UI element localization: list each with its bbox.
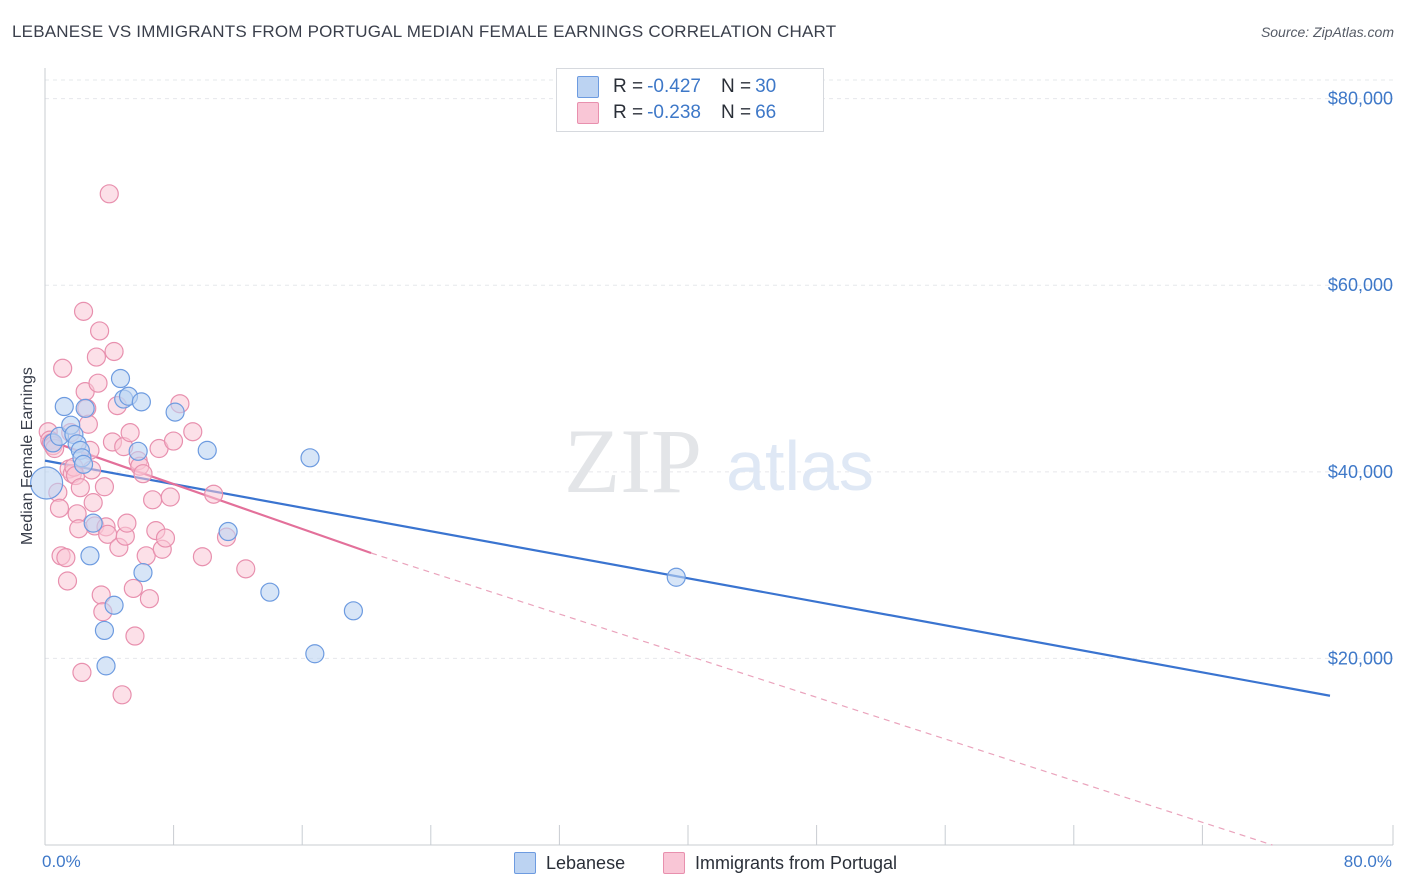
point-lebanese bbox=[30, 466, 64, 500]
point-portugal bbox=[72, 662, 92, 683]
r-label: R = bbox=[613, 102, 644, 123]
point-portugal bbox=[49, 498, 70, 518]
point-lebanese bbox=[73, 454, 94, 474]
point-portugal bbox=[236, 559, 256, 579]
legend-label: Lebanese bbox=[546, 852, 626, 873]
point-portugal bbox=[90, 321, 110, 341]
y-tick-label: $40,000 bbox=[1328, 462, 1393, 482]
point-portugal bbox=[155, 528, 176, 548]
point-portugal bbox=[104, 341, 124, 362]
point-portugal bbox=[136, 546, 156, 566]
legend-label: Immigrants from Portugal bbox=[695, 852, 898, 873]
point-portugal bbox=[94, 477, 115, 497]
point-lebanese bbox=[666, 567, 686, 587]
point-lebanese bbox=[96, 656, 116, 676]
y-axis-label: Median Female Earnings bbox=[19, 367, 36, 545]
point-portugal bbox=[112, 685, 132, 705]
point-portugal bbox=[192, 547, 213, 567]
point-portugal bbox=[57, 571, 78, 591]
watermark-atlas: atlas bbox=[726, 427, 874, 505]
n-value: 66 bbox=[755, 102, 777, 123]
point-lebanese bbox=[165, 402, 185, 422]
point-lebanese bbox=[197, 440, 217, 460]
trend-line-lebanese bbox=[44, 459, 1331, 697]
point-portugal bbox=[53, 358, 73, 378]
point-portugal bbox=[160, 487, 180, 507]
lebanese-swatch bbox=[577, 76, 599, 98]
y-tick-label: $20,000 bbox=[1328, 648, 1393, 668]
point-lebanese bbox=[75, 398, 95, 418]
portugal-swatch bbox=[577, 102, 599, 124]
point-portugal bbox=[117, 513, 137, 533]
x-tick-min: 0.0% bbox=[42, 852, 81, 871]
point-portugal bbox=[120, 423, 140, 443]
n-label: N = bbox=[720, 76, 752, 97]
point-portugal bbox=[125, 626, 145, 646]
portugal-swatch bbox=[663, 852, 685, 874]
point-portugal bbox=[183, 422, 203, 442]
n-label: N = bbox=[720, 102, 752, 123]
bottom-legend-portugal: Immigrants from Portugal bbox=[663, 852, 897, 874]
point-portugal bbox=[73, 301, 94, 321]
legend-row-lebanese: R = -0.427 N = 30 bbox=[577, 75, 776, 99]
point-lebanese bbox=[260, 582, 280, 602]
point-lebanese bbox=[133, 562, 153, 583]
lebanese-swatch bbox=[514, 852, 536, 874]
point-portugal bbox=[139, 589, 160, 609]
point-lebanese bbox=[300, 448, 320, 468]
point-portugal bbox=[56, 548, 76, 568]
point-portugal bbox=[99, 184, 119, 204]
point-portugal bbox=[123, 578, 143, 599]
y-tick-label: $60,000 bbox=[1328, 275, 1393, 295]
trend-extension-portugal bbox=[370, 552, 1273, 846]
point-lebanese bbox=[218, 521, 238, 542]
point-lebanese bbox=[131, 392, 151, 412]
point-lebanese bbox=[94, 620, 115, 641]
y-tick-label: $80,000 bbox=[1328, 89, 1393, 109]
n-value: 30 bbox=[755, 76, 777, 97]
data-points bbox=[30, 184, 686, 705]
legend-row-portugal: R = -0.238 N = 66 bbox=[577, 101, 776, 125]
point-lebanese bbox=[128, 441, 148, 461]
point-lebanese bbox=[343, 601, 363, 621]
point-lebanese bbox=[110, 368, 131, 389]
point-portugal bbox=[143, 490, 163, 510]
point-lebanese bbox=[80, 546, 100, 566]
axes bbox=[44, 68, 1394, 846]
r-label: R = bbox=[613, 76, 644, 97]
bottom-legend-lebanese: Lebanese bbox=[514, 852, 625, 874]
watermark-zip: ZIP bbox=[564, 410, 702, 512]
point-portugal bbox=[133, 464, 153, 484]
point-lebanese bbox=[54, 396, 74, 417]
point-portugal bbox=[88, 373, 108, 393]
point-portugal bbox=[83, 493, 103, 513]
r-value: -0.427 bbox=[647, 76, 701, 97]
source-credit: Source: ZipAtlas.com bbox=[1260, 24, 1394, 40]
point-lebanese bbox=[104, 595, 124, 615]
r-value: -0.238 bbox=[647, 102, 701, 123]
point-portugal bbox=[70, 478, 90, 498]
point-portugal bbox=[86, 347, 107, 367]
y-tick-labels: $20,000 $40,000 $60,000 $80,000 bbox=[1328, 89, 1393, 669]
point-portugal bbox=[163, 431, 184, 451]
point-lebanese bbox=[83, 513, 103, 533]
stats-legend: R = -0.427 N = 30 R = -0.238 N = 66 bbox=[556, 68, 824, 132]
point-portugal bbox=[204, 484, 224, 504]
chart-title: LEBANESE VS IMMIGRANTS FROM PORTUGAL MED… bbox=[12, 22, 837, 41]
point-lebanese bbox=[305, 644, 325, 664]
x-tick-max: 80.0% bbox=[1343, 852, 1392, 871]
